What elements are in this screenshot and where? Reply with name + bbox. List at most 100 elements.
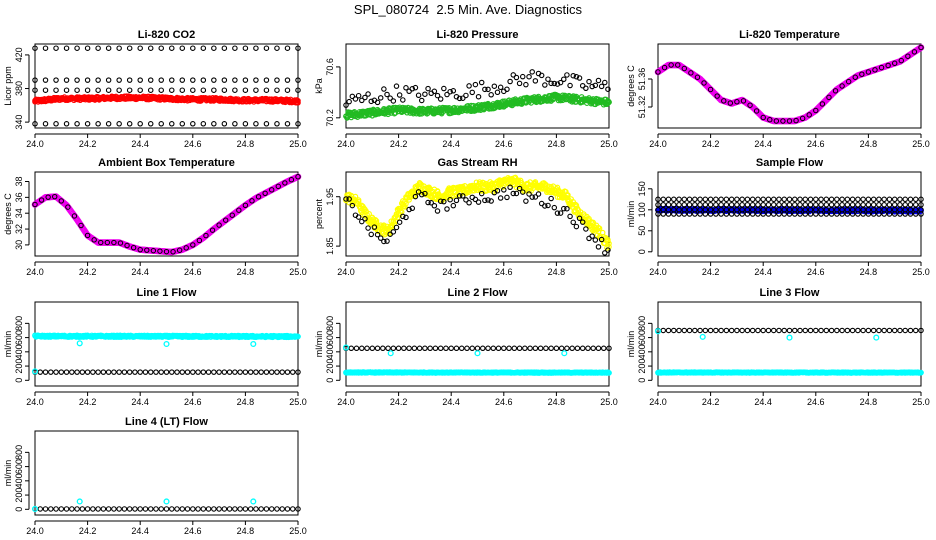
- plot-frame: [34, 43, 299, 129]
- data-point: [447, 196, 453, 203]
- data-point: [369, 345, 376, 352]
- data-point: [697, 196, 703, 203]
- data-point: [284, 87, 291, 93]
- x-tick-label: 24.6: [495, 267, 513, 277]
- data-point: [130, 244, 137, 251]
- data-point: [289, 369, 296, 375]
- data-point: [364, 345, 370, 352]
- data-point: [590, 345, 596, 352]
- data-point: [355, 92, 362, 99]
- data-point: [434, 92, 441, 99]
- data-point: [422, 190, 428, 197]
- data-point: [723, 211, 730, 217]
- data-point: [190, 77, 196, 83]
- data-point: [734, 202, 740, 208]
- data-point: [200, 77, 207, 83]
- data-point: [786, 327, 793, 334]
- data-point: [718, 211, 724, 217]
- data-point: [463, 197, 469, 203]
- data-point: [574, 345, 581, 352]
- data-point: [346, 98, 352, 105]
- data-point: [813, 211, 819, 217]
- data-point: [671, 196, 677, 203]
- data-point: [511, 345, 518, 352]
- data-point: [147, 77, 154, 83]
- data-point: [802, 196, 809, 203]
- y-tick-label: 30: [14, 240, 24, 250]
- plot-frame: [34, 301, 299, 387]
- data-point: [84, 77, 91, 83]
- data-point: [95, 369, 101, 375]
- data-point: [776, 327, 782, 334]
- data-point: [844, 202, 851, 208]
- data-point: [63, 369, 70, 375]
- data-point: [430, 191, 437, 198]
- data-point: [111, 369, 117, 375]
- y-tick-label: 38: [14, 177, 24, 187]
- data-point: [478, 190, 485, 197]
- data-point: [886, 327, 893, 334]
- data-point: [606, 370, 612, 376]
- data-point: [393, 224, 400, 231]
- data-point: [415, 189, 422, 195]
- data-point: [561, 350, 568, 357]
- data-point: [478, 79, 485, 86]
- data-point: [174, 369, 180, 375]
- data-point: [284, 45, 291, 51]
- data-point: [702, 202, 709, 208]
- data-point: [806, 112, 812, 118]
- x-tick-label: 25.0: [912, 397, 930, 407]
- data-point: [472, 196, 479, 203]
- data-point: [860, 211, 866, 217]
- chart-title: Line 3 Flow: [760, 287, 820, 299]
- data-point: [818, 202, 824, 208]
- data-point: [564, 345, 570, 352]
- data-point: [466, 83, 472, 89]
- y-tick-label: 0: [637, 378, 647, 383]
- data-point: [728, 211, 735, 217]
- data-point: [881, 327, 887, 334]
- x-tick-label: 24.0: [337, 267, 355, 277]
- x-tick-label: 24.2: [702, 397, 720, 407]
- data-point: [567, 213, 573, 220]
- data-point: [727, 100, 734, 106]
- data-point: [660, 211, 667, 217]
- data-point: [707, 202, 714, 208]
- data-point: [676, 202, 682, 208]
- data-point: [42, 369, 49, 375]
- data-point: [450, 202, 457, 209]
- data-point: [797, 211, 803, 217]
- data-point: [744, 327, 751, 334]
- y-tick-label: 51.36: [637, 68, 647, 91]
- data-point: [448, 345, 454, 352]
- data-point: [692, 202, 698, 208]
- data-point: [665, 327, 672, 334]
- data-point: [907, 211, 914, 217]
- data-point: [42, 506, 49, 512]
- data-point: [516, 80, 523, 87]
- y-tick-label: 400: [637, 344, 647, 359]
- y-axis-label: ml/min: [626, 331, 636, 358]
- data-point: [32, 121, 38, 127]
- data-point: [823, 196, 830, 203]
- data-point: [668, 62, 674, 68]
- data-point: [242, 87, 249, 93]
- data-point: [31, 368, 39, 375]
- data-point: [786, 334, 793, 341]
- data-point: [802, 211, 809, 217]
- x-tick-label: 24.0: [649, 267, 667, 277]
- data-point: [116, 121, 122, 127]
- data-point: [169, 45, 175, 51]
- data-point: [902, 202, 908, 208]
- y-tick-label: 600: [637, 330, 647, 345]
- data-point: [823, 327, 830, 334]
- data-point: [855, 196, 861, 203]
- data-point: [158, 45, 164, 51]
- data-point: [390, 345, 397, 352]
- data-point: [655, 211, 661, 217]
- data-point: [692, 211, 698, 217]
- x-tick-label: 24.0: [337, 397, 355, 407]
- data-point: [242, 202, 249, 208]
- data-point: [595, 345, 602, 352]
